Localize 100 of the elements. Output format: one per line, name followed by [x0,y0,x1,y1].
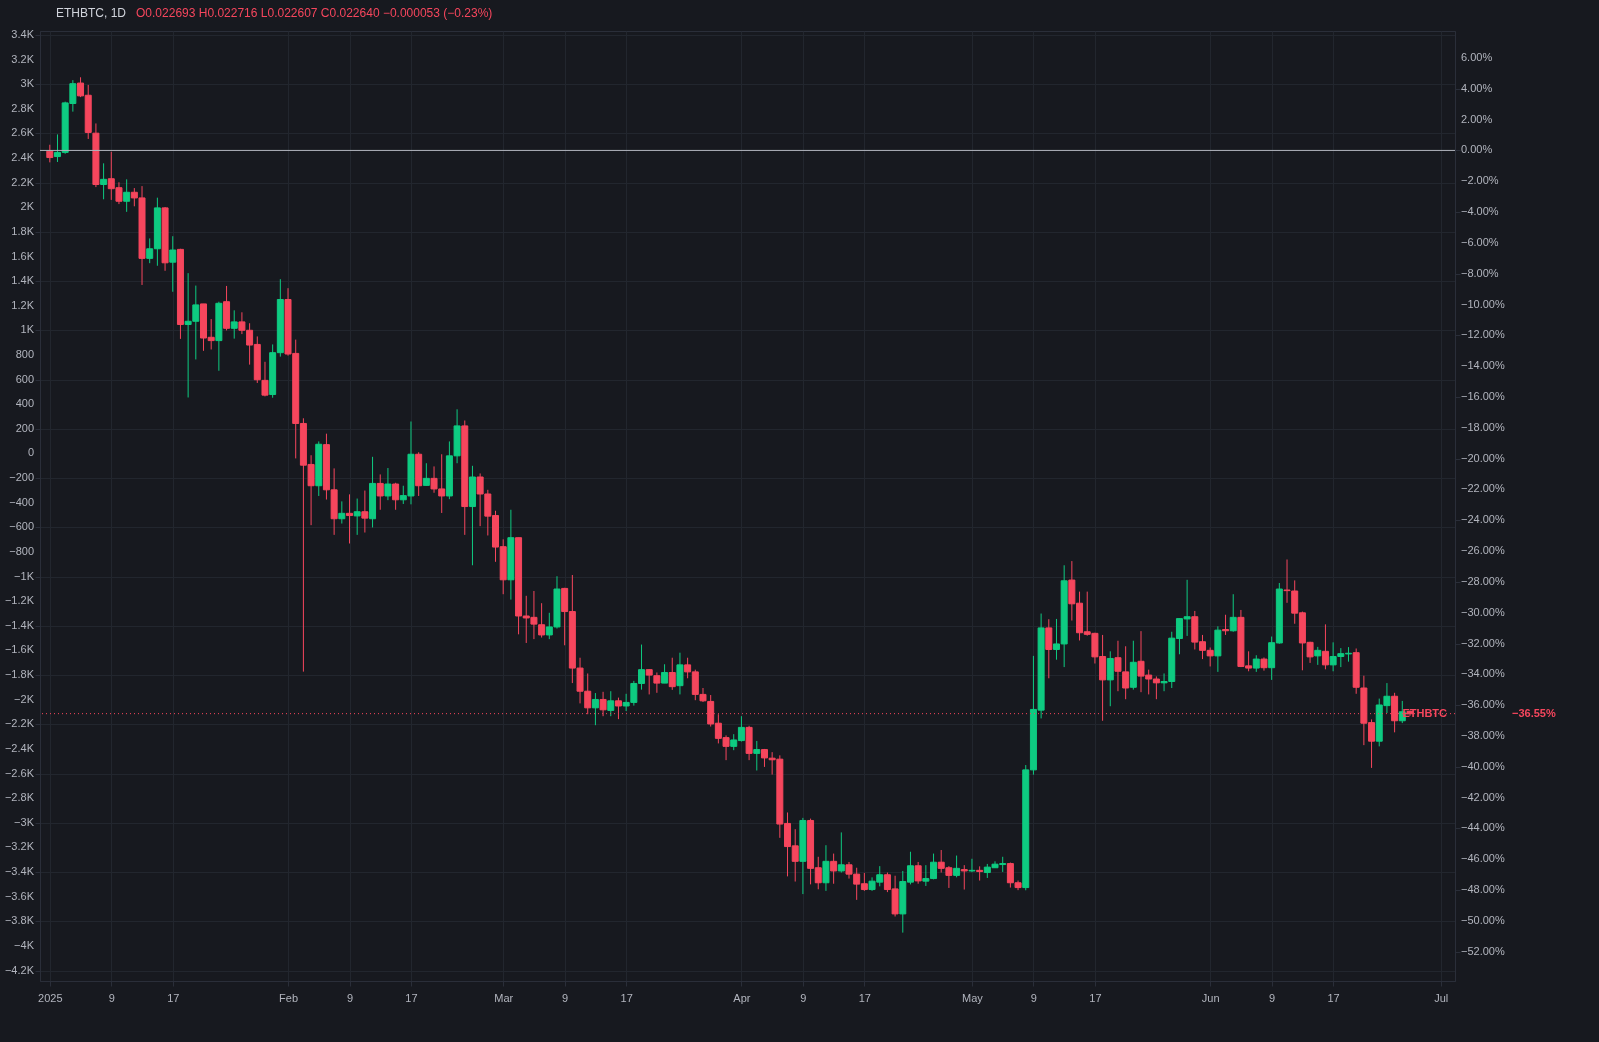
y-tick-label: −4.2K [4,963,35,976]
candlestick [976,865,984,882]
y-tick-label: 1.6K [11,249,35,262]
x-tick-label: 17 [1327,991,1340,1004]
y-tick-label: −3.8K [4,914,35,927]
y2-tick-label: −52.00% [1461,944,1505,957]
y-tick-label: 0 [27,446,34,459]
candlestick [953,855,961,878]
y2-tick-label: −48.00% [1461,883,1505,896]
y-tick-label: 1.4K [11,274,35,287]
y-tick-label: 800 [15,348,34,361]
candlestick [607,690,615,717]
y-tick-label: −200 [9,471,34,484]
y-tick-label: 200 [15,421,34,434]
y2-tick-label: −32.00% [1461,636,1505,649]
y-tick-label: −4K [14,938,35,951]
x-tick-label: 9 [800,991,807,1004]
y2-tick-label: −2.00% [1461,174,1499,187]
x-tick-label: 17 [620,991,633,1004]
candlestick [361,490,369,534]
candlestick [384,467,392,501]
x-tick-label: Apr [733,991,751,1004]
y2-tick-label: 4.00% [1461,81,1493,94]
y2-tick-label: −40.00% [1461,759,1505,772]
x-tick-label: Mar [494,991,514,1004]
y2-tick-label: −34.00% [1461,667,1505,680]
y-tick-label: 2.6K [11,126,35,139]
y2-tick-label: −4.00% [1461,205,1499,218]
candlestick [422,462,430,487]
candlestick [346,493,353,544]
x-tick-label: Jun [1201,991,1220,1004]
y-tick-label: 1K [20,323,35,336]
text: −36.55% [1512,706,1556,719]
x-tick-label: 17 [1089,991,1102,1004]
x-tick-label: 9 [1030,991,1037,1004]
y-tick-label: 1.8K [11,224,35,237]
y2-tick-label: −36.00% [1461,698,1505,711]
y2-tick-label: −20.00% [1461,451,1505,464]
candlestick [822,844,830,892]
candlestick [1229,593,1237,633]
y-tick-label: −1K [14,569,35,582]
y2-tick-label: −18.00% [1461,420,1505,433]
y-tick-label: −800 [9,544,34,557]
y2-tick-label: 0.00% [1461,143,1493,156]
x-tick-label: 17 [167,991,180,1004]
x-tick-label: 9 [346,991,354,1004]
candlestick [960,864,968,891]
y2-tick-label: −30.00% [1461,605,1505,618]
y-tick-label: −1.2K [4,594,35,607]
candlestick [591,692,599,726]
y2-tick-label: −44.00% [1461,821,1505,834]
y-tick-label: −2.6K [4,766,35,779]
candlestick [353,498,361,536]
x-tick-label: 2025 [38,991,63,1004]
y2-tick-label: −42.00% [1461,790,1505,803]
candlestick [837,831,845,874]
candlestick [668,657,676,691]
candlestick [1106,650,1114,707]
y2-tick-label: −14.00% [1461,359,1505,372]
chart-subtitle: O0.022693 H0.022716 L0.022607 C0.022640 −0.000053 (−0.23%) [136,6,493,20]
candlestick [914,861,922,885]
y-tick-label: 600 [15,372,34,385]
y2-tick-label: −12.00% [1461,328,1505,341]
y-tick-label: 400 [15,397,34,410]
y-tick-label: −400 [9,495,34,508]
x-tick-label: Feb [279,991,299,1004]
candlestick [100,162,108,200]
y-tick-label: 1.2K [11,298,35,311]
x-tick-label: Jul [1434,991,1449,1004]
candlestick [338,500,346,525]
y2-tick-label: −38.00% [1461,728,1505,741]
y2-tick-label: 2.00% [1461,112,1493,125]
y-tick-label: −2K [14,692,35,705]
y-tick-label: 3K [20,77,35,90]
y2-tick-label: −6.00% [1461,235,1499,248]
candlestick [968,858,976,873]
y-tick-label: −2.2K [4,717,35,730]
y-tick-label: −3.6K [4,889,35,902]
y-tick-label: −2.4K [4,741,35,754]
y2-tick-label: −28.00% [1461,574,1505,587]
candlestick [230,309,238,340]
x-tick-label: 17 [858,991,871,1004]
y-tick-label: 3.2K [11,52,35,65]
y2-tick-label: −22.00% [1461,482,1505,495]
y2-tick-label: −10.00% [1461,297,1505,310]
x-tick-label: 17 [405,991,418,1004]
y-tick-label: 2K [20,200,35,213]
y2-tick-label: −16.00% [1461,389,1505,402]
y-tick-label: −2.8K [4,791,35,804]
candlestick [676,652,684,695]
y-tick-label: 2.2K [11,175,35,188]
ref-line-label: ETHBTC [1402,706,1448,719]
x-tick-label: 9 [1269,991,1276,1004]
candlestick [123,178,131,213]
candlestick [830,853,838,885]
y2-tick-label: −24.00% [1461,513,1505,526]
y-tick-label: −1.4K [4,618,35,631]
y-tick-label: −3.2K [4,840,35,853]
candlestick [392,482,400,511]
candlestick [1321,623,1329,670]
